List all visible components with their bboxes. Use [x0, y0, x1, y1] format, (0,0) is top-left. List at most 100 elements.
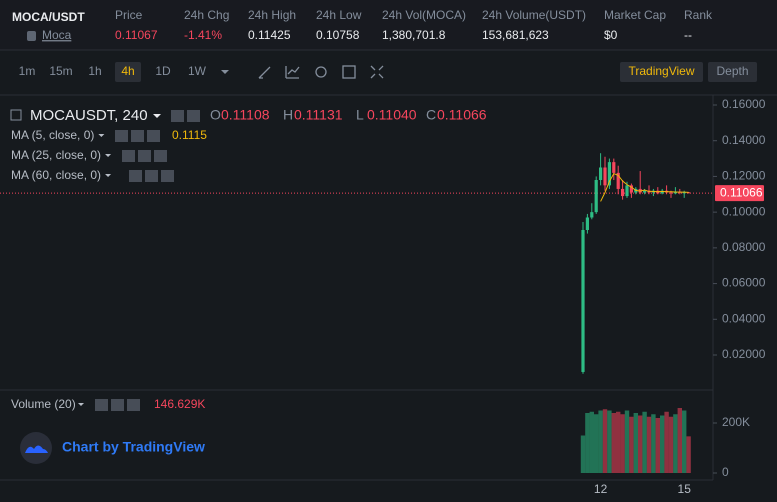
volume-bar: [664, 411, 669, 473]
volume-bar: [616, 411, 621, 473]
ohlc-label: C: [426, 107, 436, 123]
volume-bar: [660, 415, 665, 473]
save-icon[interactable]: [342, 65, 356, 79]
stat-value: 0.11067: [115, 28, 158, 42]
volume-bar: [580, 435, 586, 473]
y-tick-label: 0.14000: [722, 133, 766, 147]
volume-bar: [646, 416, 652, 473]
indicator-name: MA (25, close, 0): [11, 148, 101, 162]
view-label[interactable]: Depth: [716, 64, 748, 78]
volume-dropdown[interactable]: [78, 403, 84, 406]
stat-label: Rank: [684, 8, 713, 22]
volume-button[interactable]: [127, 399, 140, 411]
stat-label: 24h Volume(USDT): [482, 8, 586, 22]
dropdown[interactable]: [153, 114, 161, 118]
volume-value: 146.629K: [154, 397, 205, 411]
indicator-dropdown[interactable]: [98, 134, 105, 137]
settings-icon[interactable]: [315, 66, 327, 78]
interval[interactable]: 1D: [155, 64, 171, 78]
coin-icon: [27, 31, 36, 41]
candle-body: [625, 185, 629, 197]
volume-bar: [585, 413, 590, 473]
volume-bar: [638, 415, 643, 473]
interval[interactable]: 1h: [88, 64, 101, 78]
candle-body: [612, 162, 616, 173]
candle-body: [585, 217, 589, 230]
stat-label: 24h High: [248, 8, 296, 22]
candle-body: [660, 190, 664, 194]
volume-bar: [633, 413, 638, 473]
volume-button[interactable]: [95, 399, 108, 411]
volume-bar: [620, 414, 625, 473]
indicator-dropdown[interactable]: [105, 174, 112, 177]
collapse-icon[interactable]: [10, 109, 22, 121]
indicator-icon[interactable]: [285, 66, 300, 79]
volume-bar: [686, 436, 691, 473]
draw-icon[interactable]: [258, 66, 271, 79]
candle-body: [669, 192, 673, 194]
indicator-button[interactable]: [161, 170, 174, 182]
volume-tick-label: 0: [722, 465, 729, 479]
interval[interactable]: 1W: [188, 64, 207, 78]
ohlc-value: 0.11040: [367, 107, 417, 123]
y-tick-label: 0.08000: [722, 240, 766, 254]
volume-bar: [607, 410, 612, 473]
y-tick-label: 0.12000: [722, 169, 766, 183]
y-tick-label: 0.06000: [722, 276, 766, 290]
y-tick-label: 0.04000: [722, 311, 766, 325]
coin-name[interactable]: Moca: [42, 28, 72, 42]
indicator-button[interactable]: [115, 130, 128, 142]
view-button[interactable]: [708, 62, 757, 82]
candle-body: [594, 180, 598, 213]
interval[interactable]: 1m: [19, 64, 36, 78]
volume-bar: [677, 408, 682, 473]
candle-body: [590, 212, 594, 218]
indicator-button[interactable]: [129, 170, 142, 182]
interval-more[interactable]: [221, 70, 229, 74]
candle-body: [643, 190, 647, 193]
x-tick-label: 12: [594, 482, 608, 496]
indicator-button[interactable]: [147, 130, 160, 142]
ohlc-label: H: [283, 107, 293, 123]
x-tick-label: 15: [678, 482, 692, 496]
y-tick-label: 0.10000: [722, 204, 766, 218]
watermark[interactable]: Chart by TradingView: [62, 439, 205, 455]
candle-body: [673, 191, 677, 194]
stat-label: Price: [115, 8, 143, 22]
indicator-button[interactable]: [138, 150, 151, 162]
ohlc-value: 0.11131: [294, 107, 343, 123]
fullscreen-icon[interactable]: [370, 65, 384, 79]
indicator-button[interactable]: [154, 150, 167, 162]
stat-value: 0.10758: [316, 28, 360, 42]
view-button[interactable]: [620, 62, 703, 82]
volume-bar: [682, 410, 687, 473]
volume-bar: [642, 411, 647, 473]
indicator-button[interactable]: [145, 170, 158, 182]
ohlc-value: 0.11066: [437, 107, 487, 123]
watermark-logo: [20, 432, 52, 464]
ohlc-label: O: [210, 107, 221, 123]
volume-bar: [673, 414, 678, 473]
indicator-button[interactable]: [131, 130, 144, 142]
volume-button[interactable]: [111, 399, 124, 411]
ma-line: [600, 172, 689, 202]
stat-value: 0.11425: [248, 28, 291, 42]
tool-icons: [258, 65, 384, 79]
view-label[interactable]: TradingView: [628, 64, 694, 78]
indicator-dropdown[interactable]: [105, 154, 112, 157]
candle-body: [581, 230, 585, 372]
indicator-button[interactable]: [122, 150, 135, 162]
interval[interactable]: 4h: [121, 64, 134, 78]
last-price-tag: [715, 185, 764, 202]
candle-body: [616, 172, 620, 189]
volume-bar: [624, 410, 630, 473]
interval[interactable]: 15m: [49, 64, 72, 78]
indicator-name: MA (5, close, 0): [11, 128, 94, 142]
stat-value: 153,681,623: [482, 28, 549, 42]
header-bg: [0, 0, 777, 50]
volume-bar: [598, 410, 603, 473]
last-price-label: 0.11066: [720, 185, 763, 199]
volume-bar: [589, 411, 594, 473]
